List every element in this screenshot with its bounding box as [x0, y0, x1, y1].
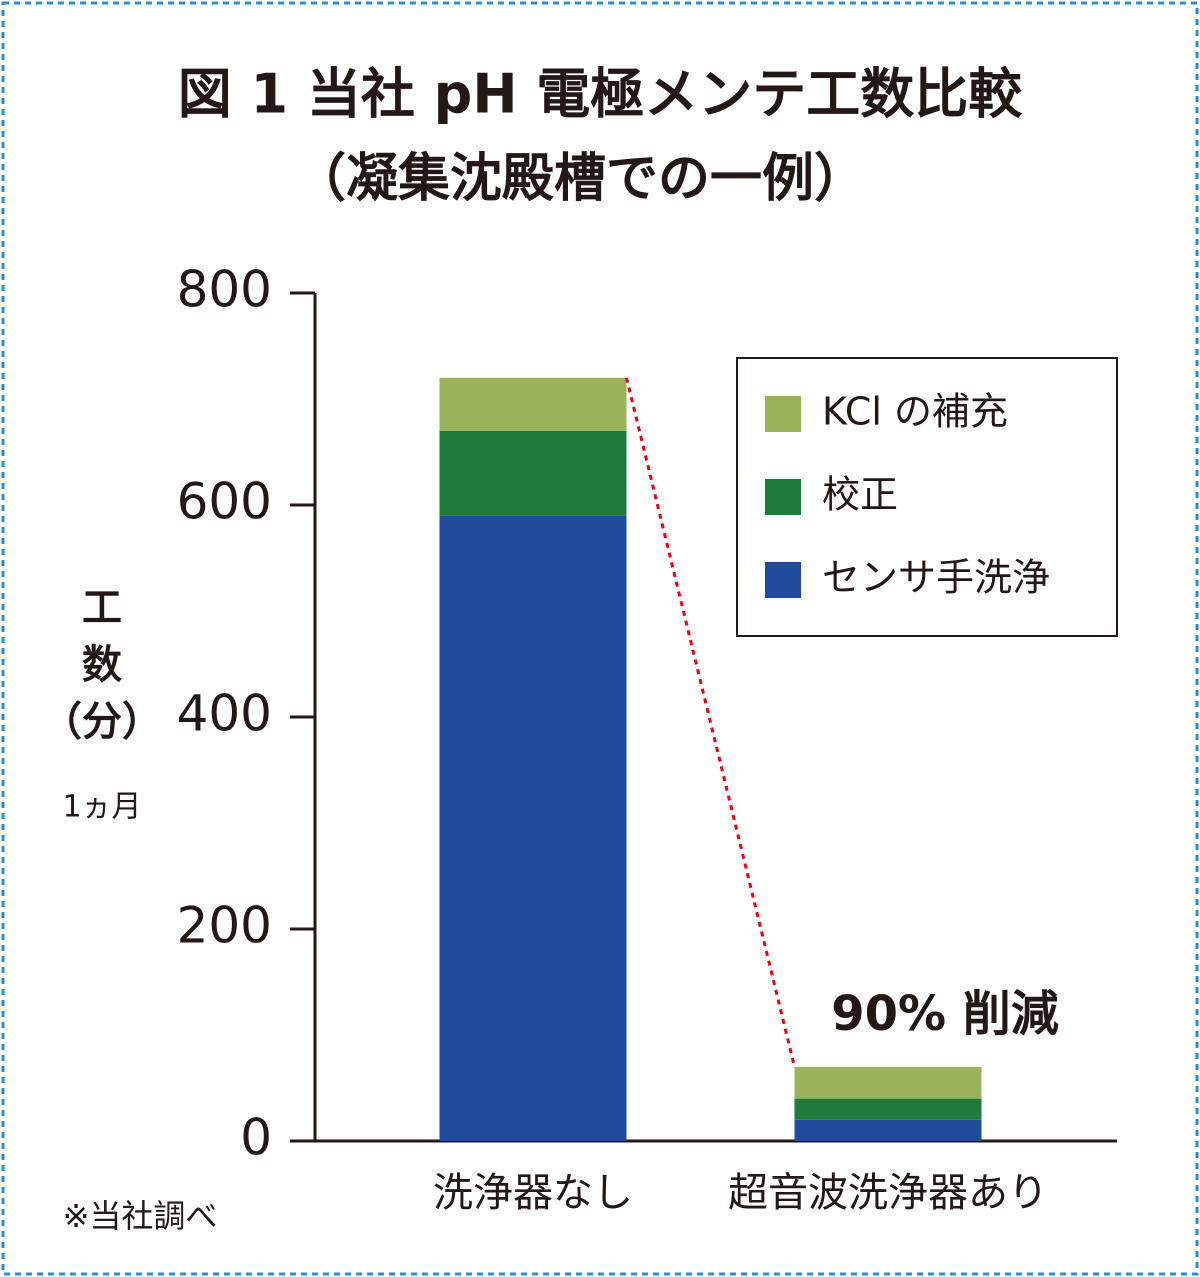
- y-label: （分）: [42, 699, 162, 745]
- y-tick-label: 200: [177, 897, 272, 955]
- legend-swatch: [765, 396, 801, 432]
- y-tick-label: 0: [240, 1109, 272, 1167]
- y-tick-label: 800: [177, 261, 272, 319]
- chart-title: 図 1 当社 pH 電極メンテ工数比較: [178, 63, 1024, 126]
- bar-segment: [439, 430, 627, 516]
- legend-label: センサ手洗浄: [822, 556, 1050, 600]
- bar-segment: [439, 515, 627, 1141]
- annotation: 90% 削減: [831, 986, 1059, 1042]
- legend-swatch: [765, 562, 801, 598]
- legend-label: KCl の補充: [822, 390, 1008, 434]
- legend-swatch: [765, 479, 801, 515]
- chart-subtitle: （凝集沈殿槽での一例）: [294, 149, 866, 209]
- y-label: 工: [82, 585, 122, 631]
- bar-segment: [794, 1119, 982, 1141]
- y-label: 数: [82, 642, 122, 688]
- y-tick-label: 400: [177, 685, 272, 743]
- y-tick-label: 600: [177, 473, 272, 531]
- legend-label: 校正: [822, 473, 898, 517]
- x-tick-label: 洗浄器なし: [433, 1170, 633, 1216]
- bar-segment: [794, 1098, 982, 1120]
- bar-segment: [439, 377, 627, 431]
- bar-segment: [794, 1066, 982, 1099]
- footnote: ※当社調べ: [63, 1197, 218, 1235]
- x-tick-label: 超音波洗浄器あり: [728, 1170, 1048, 1216]
- connector: [625, 377, 796, 1068]
- y-label-note: 1ヵ月: [62, 790, 141, 825]
